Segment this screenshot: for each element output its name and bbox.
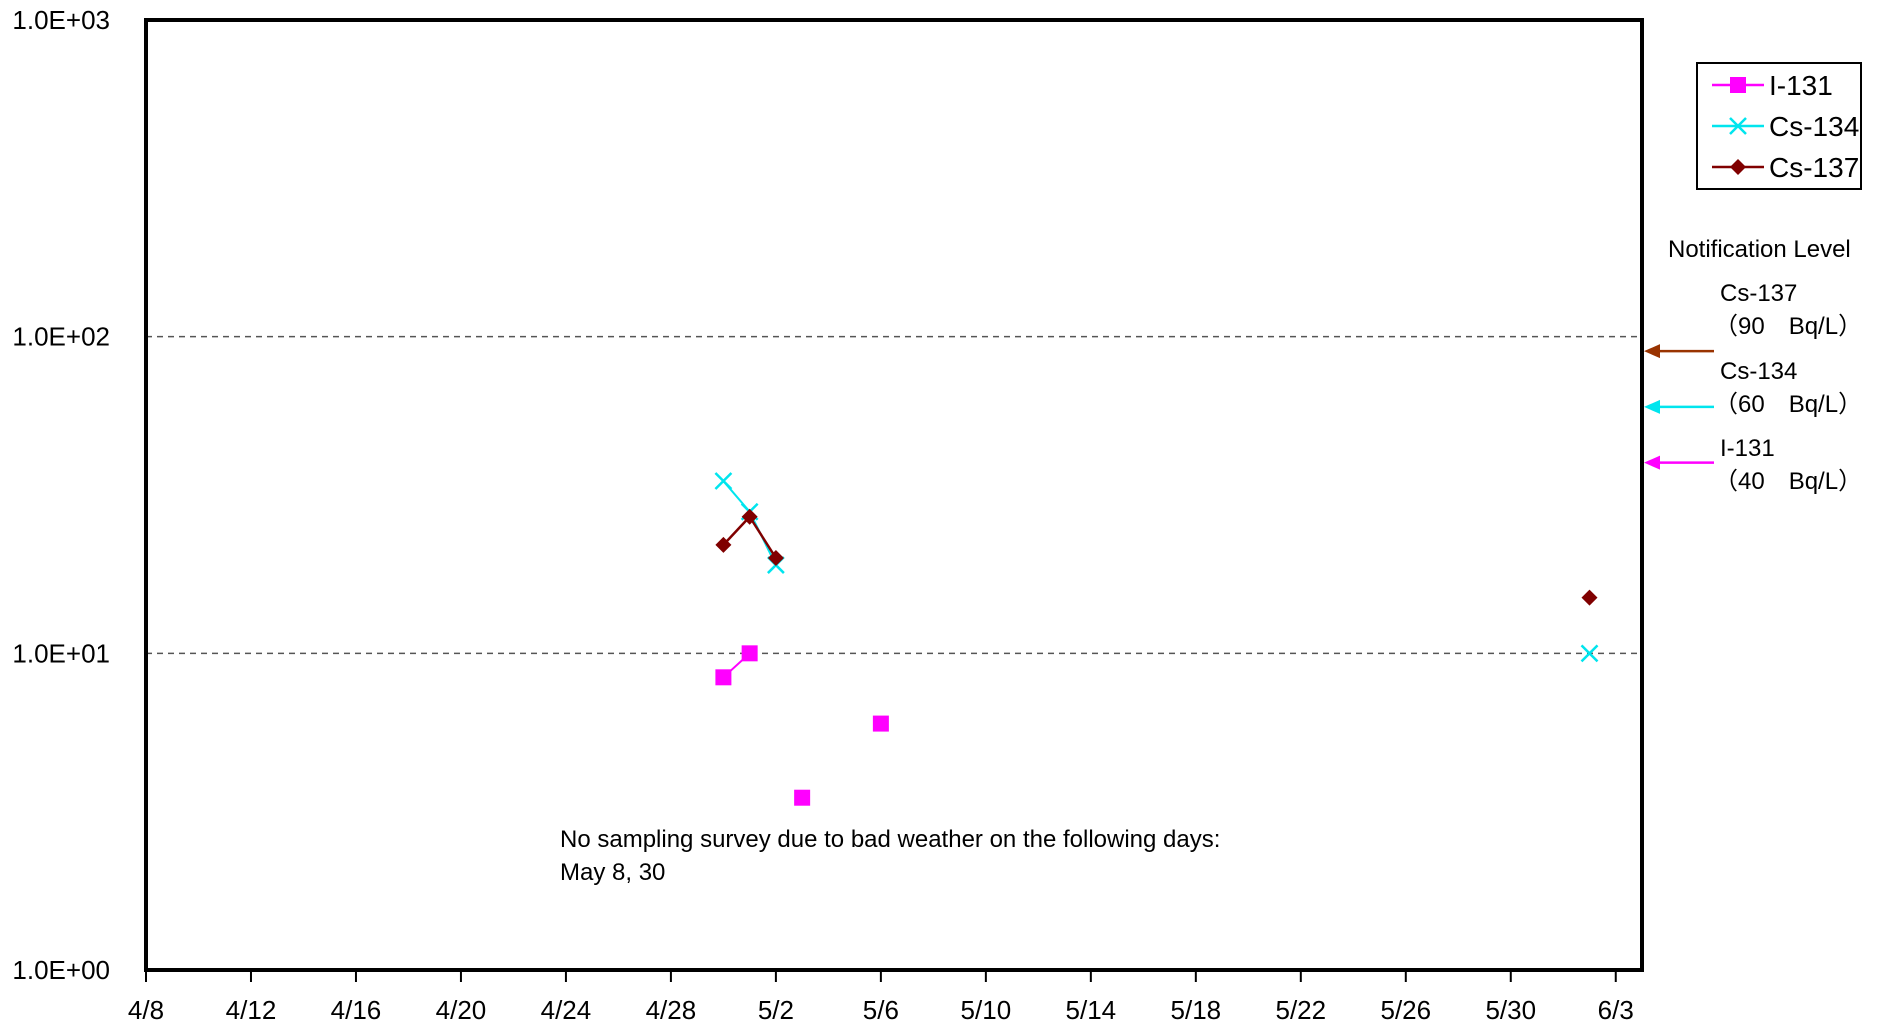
series-cs-137-point-2 (767, 550, 784, 567)
x-tick-label-12: 5/26 (1380, 995, 1431, 1025)
legend-item-i-131: I-131 (1712, 70, 1833, 101)
series-cs-137 (715, 508, 1598, 606)
notification-nuclide-0: Cs-137 (1720, 280, 1797, 307)
legend: I-131 Cs-134 Cs-137 (1696, 62, 1862, 190)
series-cs-134-point-3 (1580, 644, 1599, 663)
series-cs-137-line-0 (722, 515, 751, 546)
series-i-131 (715, 645, 889, 806)
series-cs-137-point-3 (1581, 589, 1598, 606)
x-tick-label-8: 5/10 (961, 995, 1012, 1025)
annotation-line-1: No sampling survey due to bad weather on… (560, 826, 1220, 853)
x-tick-label-4: 4/24 (541, 995, 592, 1025)
x-tick-label-2: 4/16 (331, 995, 382, 1025)
annotation-line-2: May 8, 30 (560, 859, 665, 886)
notification-title: Notification Level (1668, 236, 1851, 263)
series-cs-134-point-0 (714, 472, 733, 490)
notification-arrow-head-1 (1644, 399, 1660, 414)
notification-levels: Notification Level Cs-137 （90 Bq/L） Cs-134… (1644, 236, 1862, 495)
notification-i-131: I-131 （40 Bq/L） (1644, 435, 1862, 495)
notification-arrow-head-2 (1644, 455, 1660, 470)
notification-nuclide-1: Cs-134 (1720, 358, 1797, 385)
notification-value-1: （60 Bq/L） (1714, 391, 1862, 418)
annotation: No sampling survey due to bad weather on… (560, 826, 1220, 886)
x-tick-label-10: 5/18 (1171, 995, 1222, 1025)
x-tick-label-0: 4/8 (128, 995, 164, 1025)
x-tick-label-6: 5/2 (758, 995, 794, 1025)
legend-label-2: Cs-137 (1769, 152, 1859, 183)
series-cs-137-line-1 (748, 516, 777, 559)
notification-nuclide-2: I-131 (1720, 435, 1775, 462)
y-axis: 1.0E+00 1.0E+01 1.0E+02 1.0E+03 (12, 5, 110, 985)
legend-swatch-marker-0 (1730, 77, 1746, 93)
series-layer (714, 472, 1599, 806)
notification-value-2: （40 Bq/L） (1714, 468, 1862, 495)
legend-item-cs-137: Cs-137 (1712, 152, 1859, 183)
series-i-131-point-1 (741, 645, 758, 662)
series-i-131-point-2 (794, 789, 811, 806)
x-tick-label-7: 5/6 (863, 995, 899, 1025)
y-tick-label-2: 1.0E+02 (12, 322, 110, 352)
notification-cs-134: Cs-134 （60 Bq/L） (1644, 358, 1862, 418)
x-tick-label-1: 4/12 (226, 995, 277, 1025)
series-cs-137-point-1 (741, 508, 758, 525)
y-tick-label-3: 1.0E+03 (12, 5, 110, 35)
x-tick-label-13: 5/30 (1485, 995, 1536, 1025)
notification-cs-137: Cs-137 （90 Bq/L） (1644, 280, 1862, 359)
legend-label-0: I-131 (1769, 70, 1833, 101)
series-cs-137-point-0 (715, 536, 732, 553)
x-axis: 4/8 4/12 4/16 4/20 4/24 4/28 5/2 5/6 5/10 5/14 5/1… (128, 970, 1634, 1025)
notification-arrow-head-0 (1644, 344, 1660, 359)
y-tick-label-0: 1.0E+00 (12, 955, 110, 985)
x-tick-label-3: 4/20 (436, 995, 487, 1025)
plot-frame (144, 18, 1644, 972)
legend-swatch-marker-2 (1730, 159, 1746, 175)
x-tick-label-9: 5/14 (1066, 995, 1117, 1025)
notification-value-0: （90 Bq/L） (1714, 313, 1862, 340)
legend-swatch-marker-1 (1729, 117, 1747, 135)
legend-label-1: Cs-134 (1769, 111, 1859, 142)
gridlines (146, 335, 1642, 655)
legend-item-cs-134: Cs-134 (1712, 111, 1859, 142)
x-tick-label-14: 6/3 (1598, 995, 1634, 1025)
x-tick-label-11: 5/22 (1276, 995, 1327, 1025)
x-tick-label-5: 4/28 (646, 995, 697, 1025)
series-i-131-point-3 (872, 715, 889, 732)
y-tick-label-1: 1.0E+01 (12, 638, 110, 668)
series-i-131-point-0 (715, 669, 732, 686)
